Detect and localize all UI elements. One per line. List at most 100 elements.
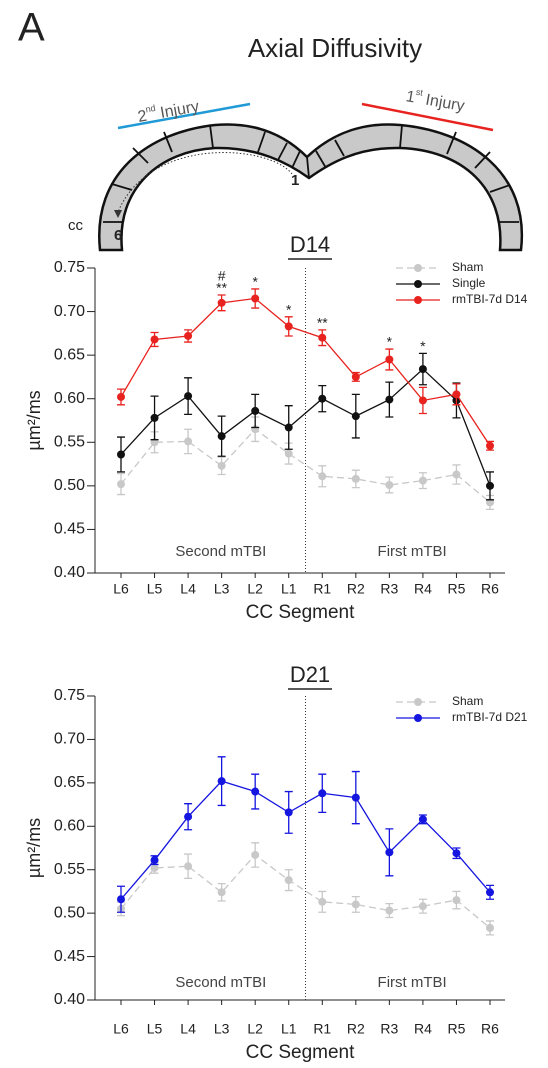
y-tick-label: 0.55 <box>54 861 85 878</box>
second-injury-label: 2nd Injury <box>136 96 201 126</box>
y-tick-label: 0.60 <box>54 390 85 407</box>
segment-lines <box>103 124 519 223</box>
x-tick-label: L3 <box>214 1021 230 1037</box>
data-point <box>385 480 394 489</box>
chart-title: D14 <box>290 232 330 257</box>
x-tick-label: R1 <box>313 1021 331 1037</box>
x-tick-label: R3 <box>380 1021 398 1037</box>
data-point <box>251 406 260 415</box>
data-point <box>351 412 360 421</box>
data-point <box>452 849 461 858</box>
y-tick-label: 0.40 <box>54 991 85 1008</box>
data-point <box>184 437 193 446</box>
x-tick-label: L5 <box>147 1021 163 1037</box>
legend-marker <box>414 280 422 288</box>
figure-title: Axial Diffusivity <box>248 33 422 63</box>
cc-diagram: 2nd Injury 1stInjury cc 6 1 <box>68 86 524 252</box>
data-point <box>351 900 360 909</box>
x-tick-label: R6 <box>481 581 499 597</box>
label-part: 1 <box>405 88 417 106</box>
region-label: First mTBI <box>378 974 447 991</box>
significance-label: * <box>420 338 426 354</box>
x-tick-label: L4 <box>180 1021 196 1037</box>
x-tick-label: L1 <box>281 581 297 597</box>
data-point <box>385 395 394 404</box>
x-tick-label: R5 <box>448 581 466 597</box>
data-point <box>184 862 193 871</box>
x-tick-label: R5 <box>448 1021 466 1037</box>
legend-marker <box>414 264 422 272</box>
x-tick-label: R4 <box>414 1021 432 1037</box>
label-part: Injury <box>424 92 465 116</box>
data-point <box>351 372 360 381</box>
data-point <box>150 863 159 872</box>
data-point <box>418 815 427 824</box>
x-tick-label: L5 <box>147 581 163 597</box>
data-point <box>418 476 427 485</box>
data-point <box>318 333 327 342</box>
data-point <box>251 850 260 859</box>
data-point <box>318 789 327 798</box>
path-arrow <box>117 152 293 213</box>
data-point <box>418 902 427 911</box>
cc-label: cc <box>68 217 84 234</box>
region-label: Second mTBI <box>175 974 266 991</box>
y-axis-label: µm²/ms <box>24 818 44 878</box>
label-part: st <box>415 87 424 98</box>
label-part: Injury <box>159 99 200 123</box>
y-tick-label: 0.50 <box>54 904 85 921</box>
corpus-callosum <box>98 123 524 252</box>
region-label: Second mTBI <box>175 543 266 560</box>
x-tick-label: R2 <box>347 581 365 597</box>
x-tick-label: L1 <box>281 1021 297 1037</box>
legend-label: Single <box>452 276 486 290</box>
y-tick-label: 0.40 <box>54 564 85 581</box>
label-part: 2 <box>136 108 148 126</box>
legend-label: rmTBI-7d D21 <box>452 710 528 724</box>
data-point <box>351 474 360 483</box>
data-point <box>217 777 226 786</box>
data-point <box>385 848 394 857</box>
y-tick-label: 0.70 <box>54 731 85 748</box>
data-point <box>117 480 125 489</box>
significance-label: * <box>387 334 393 350</box>
data-point <box>452 896 461 905</box>
data-point <box>150 856 159 865</box>
panel-label: A <box>18 6 45 50</box>
data-point <box>217 461 226 470</box>
first-injury-label: 1stInjury <box>405 86 467 116</box>
data-point <box>486 923 494 932</box>
x-tick-label: R4 <box>414 581 432 597</box>
series-line <box>120 297 491 447</box>
data-point <box>217 432 226 441</box>
data-point <box>217 888 226 897</box>
legend-label: Sham <box>452 260 483 274</box>
data-point <box>418 396 427 405</box>
data-point <box>150 335 159 344</box>
series-line <box>120 780 491 900</box>
significance-label: # <box>218 268 226 284</box>
data-point <box>284 876 293 885</box>
x-tick-label: L6 <box>113 581 129 597</box>
data-point <box>251 294 260 303</box>
series-line <box>120 854 491 929</box>
y-axis-label: µm²/ms <box>24 390 44 450</box>
data-point <box>486 888 494 897</box>
data-point <box>318 472 327 481</box>
region-label: First mTBI <box>378 543 447 560</box>
data-point <box>385 906 394 915</box>
data-point <box>418 365 427 374</box>
data-point <box>452 390 461 399</box>
end-label: 1 <box>291 172 299 189</box>
x-axis-label: CC Segment <box>246 1042 355 1063</box>
significance-label: * <box>286 302 292 318</box>
data-point <box>184 812 193 821</box>
series-line <box>120 368 491 487</box>
x-axis-label: CC Segment <box>246 602 355 623</box>
x-tick-label: R3 <box>380 581 398 597</box>
x-tick-label: L2 <box>247 1021 263 1037</box>
y-tick-label: 0.70 <box>54 303 85 320</box>
y-tick-label: 0.45 <box>54 521 85 538</box>
x-tick-label: L6 <box>113 1021 129 1037</box>
